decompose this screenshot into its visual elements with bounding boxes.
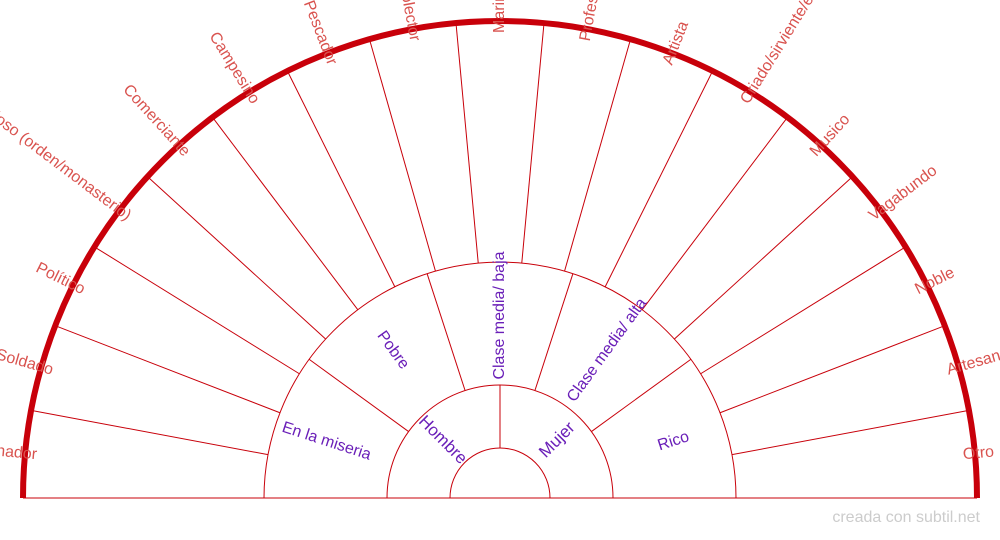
outer-label: Marinero <box>491 0 508 33</box>
outer-label: Político <box>33 259 88 298</box>
middle-label: Clase media/ alta <box>564 295 650 405</box>
middle-label: En la miseria <box>280 419 373 464</box>
outer-rim-arc <box>20 18 980 499</box>
middle-label: Clase media/ baja <box>491 251 508 379</box>
outer-divider <box>55 325 281 414</box>
outer-divider <box>700 246 906 375</box>
middle-label: Pobre <box>374 328 413 373</box>
inner-label: Mujer <box>535 418 579 462</box>
middle-ring-arc <box>263 261 737 499</box>
hub-arc <box>449 447 551 499</box>
outer-divider <box>719 325 945 414</box>
outer-divider <box>641 117 788 310</box>
outer-divider <box>521 22 545 264</box>
outer-divider <box>731 409 969 456</box>
outer-divider <box>94 246 300 375</box>
outer-label: Criado/sirviente/esclavo <box>737 0 841 107</box>
outer-divider <box>564 39 632 272</box>
outer-label: Otro <box>962 443 995 463</box>
outer-label: Comerciante <box>120 81 194 160</box>
outer-label: Sanador <box>0 441 38 464</box>
outer-divider <box>604 70 714 287</box>
outer-divider <box>286 70 396 287</box>
outer-divider <box>674 176 853 340</box>
outer-label: Campesino <box>206 29 263 107</box>
credit-text: creada con subtil.net <box>832 509 980 526</box>
outer-divider <box>368 39 436 272</box>
middle-divider <box>591 358 692 432</box>
middle-label: Rico <box>656 428 692 454</box>
outer-divider <box>147 176 326 340</box>
outer-label: Vagabundo <box>866 162 941 224</box>
outer-divider <box>455 22 479 264</box>
outer-divider <box>212 117 359 310</box>
middle-divider <box>308 358 409 432</box>
middle-divider <box>426 273 466 391</box>
outer-label: Religioso (orden/monasterio) <box>0 87 134 224</box>
middle-divider <box>534 273 574 391</box>
outer-divider <box>31 409 269 456</box>
inner-label: Hombre <box>415 412 471 468</box>
